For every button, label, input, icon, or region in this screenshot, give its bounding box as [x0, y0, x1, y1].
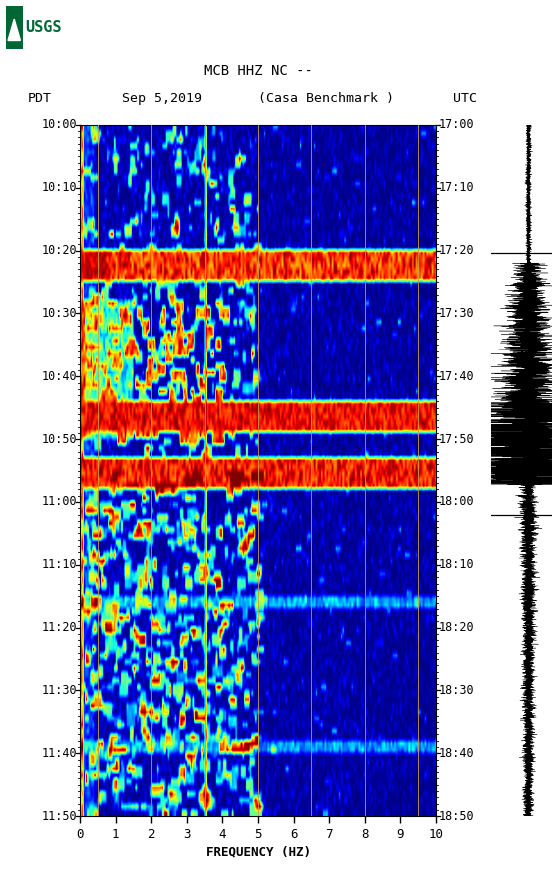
Text: 18:50: 18:50: [439, 810, 475, 822]
Text: 17:30: 17:30: [439, 307, 475, 320]
Text: 11:30: 11:30: [41, 684, 77, 697]
Text: 18:20: 18:20: [439, 621, 475, 634]
Text: 10:20: 10:20: [41, 244, 77, 257]
Text: UTC: UTC: [454, 92, 477, 105]
Text: 18:40: 18:40: [439, 747, 475, 760]
Text: 18:10: 18:10: [439, 558, 475, 571]
Text: 10:30: 10:30: [41, 307, 77, 320]
Text: 10:40: 10:40: [41, 370, 77, 383]
Text: 17:10: 17:10: [439, 181, 475, 194]
Text: PDT: PDT: [28, 92, 51, 105]
FancyBboxPatch shape: [6, 6, 23, 49]
Text: 11:50: 11:50: [41, 810, 77, 822]
Text: 10:10: 10:10: [41, 181, 77, 194]
Text: 18:00: 18:00: [439, 495, 475, 508]
Text: 17:00: 17:00: [439, 119, 475, 131]
Polygon shape: [8, 19, 20, 40]
Text: 11:40: 11:40: [41, 747, 77, 760]
Text: 10:00: 10:00: [41, 119, 77, 131]
Text: 10:50: 10:50: [41, 433, 77, 446]
Text: 18:30: 18:30: [439, 684, 475, 697]
Text: 17:50: 17:50: [439, 433, 475, 446]
Text: 11:00: 11:00: [41, 495, 77, 508]
Text: MCB HHZ NC --: MCB HHZ NC --: [204, 64, 312, 78]
Text: 11:10: 11:10: [41, 558, 77, 571]
Text: 17:20: 17:20: [439, 244, 475, 257]
Text: 11:20: 11:20: [41, 621, 77, 634]
Text: Sep 5,2019       (Casa Benchmark ): Sep 5,2019 (Casa Benchmark ): [122, 92, 394, 105]
X-axis label: FREQUENCY (HZ): FREQUENCY (HZ): [205, 845, 311, 858]
Text: USGS: USGS: [25, 21, 62, 35]
Text: 17:40: 17:40: [439, 370, 475, 383]
